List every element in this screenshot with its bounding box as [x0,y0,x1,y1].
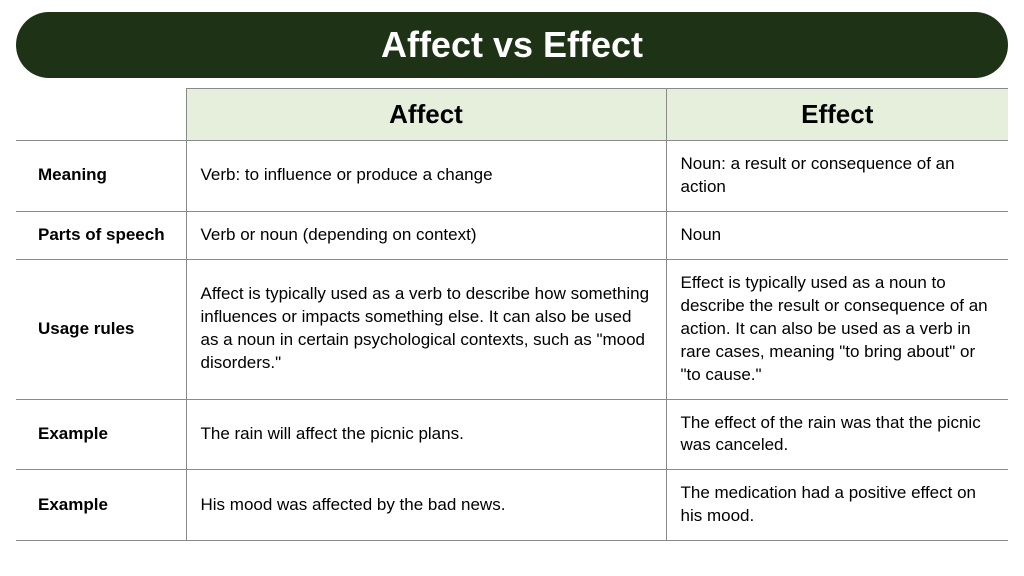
table-row: Example His mood was affected by the bad… [16,470,1008,541]
cell-affect: Verb: to influence or produce a change [186,141,666,212]
table-row: Parts of speech Verb or noun (depending … [16,211,1008,259]
cell-affect: His mood was affected by the bad news. [186,470,666,541]
cell-affect: Verb or noun (depending on context) [186,211,666,259]
row-label: Example [16,470,186,541]
header-empty [16,89,186,141]
row-label: Usage rules [16,259,186,399]
cell-effect: The effect of the rain was that the picn… [666,399,1008,470]
row-label: Example [16,399,186,470]
cell-affect: Affect is typically used as a verb to de… [186,259,666,399]
table-row: Example The rain will affect the picnic … [16,399,1008,470]
header-affect: Affect [186,89,666,141]
row-label: Parts of speech [16,211,186,259]
comparison-table: Affect Effect Meaning Verb: to influence… [16,88,1008,541]
cell-effect: Noun: a result or consequence of an acti… [666,141,1008,212]
header-effect: Effect [666,89,1008,141]
table-row: Usage rules Affect is typically used as … [16,259,1008,399]
cell-effect: Effect is typically used as a noun to de… [666,259,1008,399]
page-title: Affect vs Effect [16,12,1008,78]
cell-affect: The rain will affect the picnic plans. [186,399,666,470]
cell-effect: The medication had a positive effect on … [666,470,1008,541]
table-header: Affect Effect [16,89,1008,141]
table-row: Meaning Verb: to influence or produce a … [16,141,1008,212]
row-label: Meaning [16,141,186,212]
cell-effect: Noun [666,211,1008,259]
